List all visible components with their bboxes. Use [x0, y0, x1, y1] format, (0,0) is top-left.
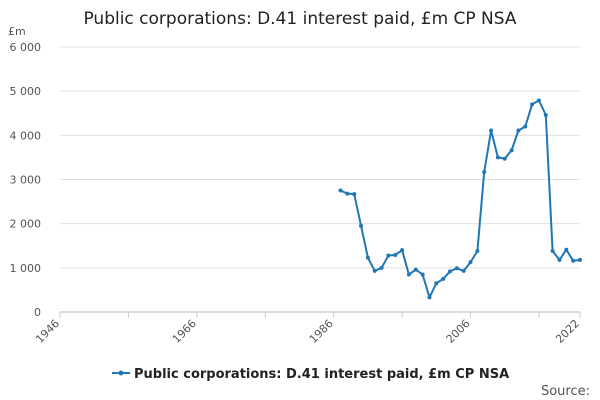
data-point[interactable] [461, 268, 466, 273]
data-point[interactable] [495, 155, 500, 160]
data-point[interactable] [468, 260, 473, 265]
data-point[interactable] [516, 128, 521, 133]
data-point[interactable] [489, 128, 494, 133]
data-point[interactable] [393, 253, 398, 258]
plot-area [338, 98, 582, 300]
y-tick-label: 6 000 [10, 41, 42, 54]
data-point[interactable] [557, 257, 562, 262]
data-point[interactable] [482, 169, 487, 174]
data-point[interactable] [434, 281, 439, 286]
data-point[interactable] [345, 191, 350, 196]
y-axis-unit-label: £m [8, 25, 26, 38]
data-point[interactable] [386, 253, 391, 258]
data-point[interactable] [502, 156, 507, 161]
data-point[interactable] [372, 268, 377, 273]
y-tick-label: 3 000 [10, 174, 42, 187]
x-tick-label: 1986 [307, 317, 336, 346]
data-point[interactable] [338, 188, 343, 193]
data-point[interactable] [509, 148, 514, 153]
data-point[interactable] [365, 255, 370, 260]
data-point[interactable] [359, 223, 364, 228]
data-point[interactable] [400, 248, 405, 253]
y-axis-ticks: 0 1 000 2 000 3 000 4 000 5 000 6 000 [10, 41, 42, 319]
data-point[interactable] [379, 265, 384, 270]
y-tick-label: 0 [34, 306, 41, 319]
data-point[interactable] [427, 295, 432, 300]
data-point[interactable] [523, 124, 528, 129]
source-label: Source: [541, 384, 590, 399]
data-point[interactable] [543, 113, 548, 118]
data-point[interactable] [564, 247, 569, 252]
legend[interactable]: Public corporations: D.41 interest paid,… [112, 367, 509, 382]
x-axis: 1946 1966 1986 2006 2022 [33, 311, 582, 346]
data-point[interactable] [352, 192, 357, 197]
y-tick-label: 1 000 [10, 262, 42, 275]
x-tick-label: 1946 [33, 317, 62, 346]
data-point[interactable] [406, 272, 411, 277]
y-tick-label: 4 000 [10, 129, 42, 142]
data-point[interactable] [413, 267, 418, 272]
data-point[interactable] [441, 276, 446, 281]
data-point[interactable] [454, 266, 459, 271]
data-point[interactable] [530, 102, 535, 107]
data-point[interactable] [420, 272, 425, 277]
chart-title: Public corporations: D.41 interest paid,… [83, 9, 516, 29]
x-tick-label: 2022 [553, 317, 582, 346]
data-point[interactable] [571, 258, 576, 263]
legend-point-marker [118, 370, 124, 376]
legend-series-label: Public corporations: D.41 interest paid,… [134, 367, 509, 382]
x-tick-label: 1966 [170, 317, 199, 346]
y-tick-label: 2 000 [10, 218, 42, 231]
y-tick-label: 5 000 [10, 85, 42, 98]
data-point[interactable] [578, 257, 582, 262]
data-point[interactable] [475, 249, 480, 254]
data-point[interactable] [550, 249, 555, 254]
x-tick-label: 2006 [444, 317, 473, 346]
gridlines [60, 46, 580, 313]
data-point[interactable] [448, 269, 452, 274]
data-point[interactable] [536, 98, 541, 103]
